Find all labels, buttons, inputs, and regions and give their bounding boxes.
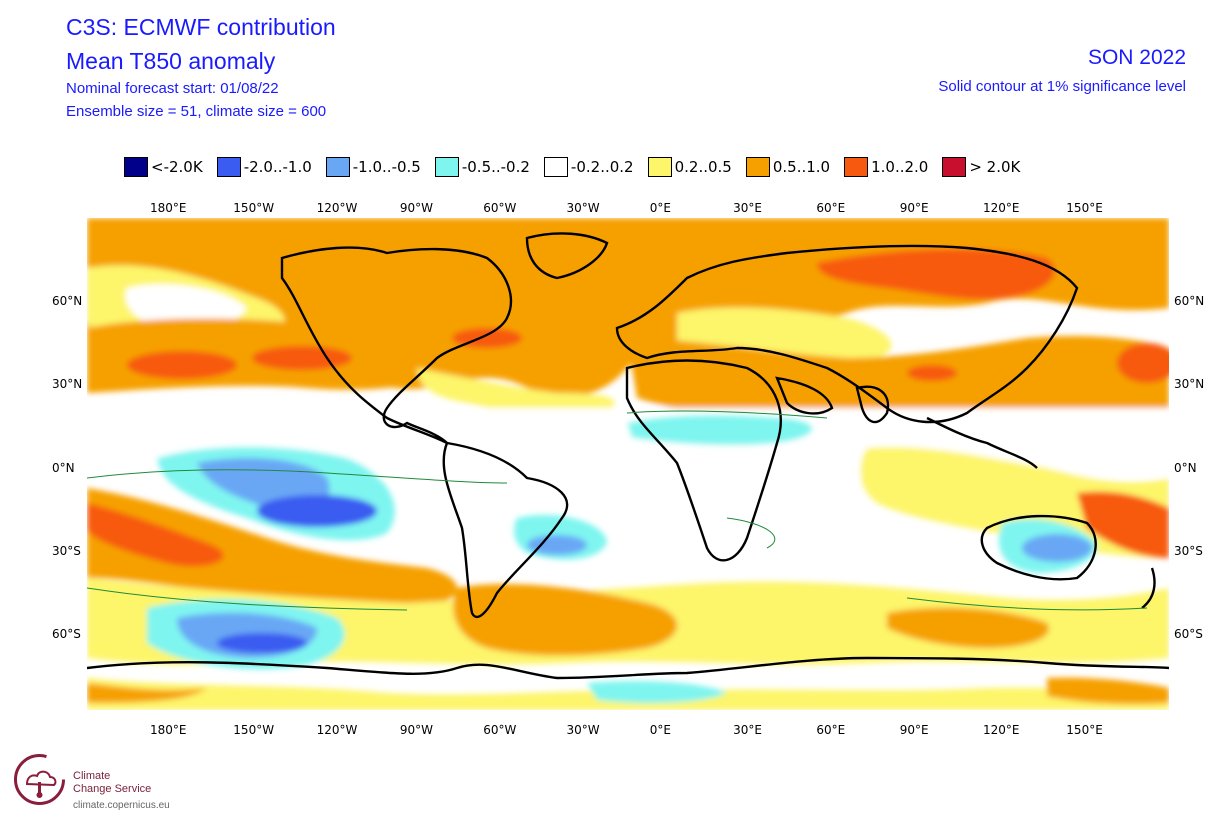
longitude-label: 150°E <box>1066 723 1103 737</box>
significance-note: Solid contour at 1% significance level <box>938 78 1186 95</box>
latitude-label: 30°S <box>52 543 81 558</box>
longitude-label: 30°W <box>566 723 600 737</box>
latitude-label: 60°S <box>1174 627 1203 642</box>
logo-url: climate.copernicus.eu <box>73 800 170 811</box>
longitude-label: 120°W <box>316 723 358 737</box>
season-label: SON 2022 <box>1087 46 1186 69</box>
legend-swatch <box>942 157 967 177</box>
longitude-label: 150°E <box>1066 201 1103 215</box>
anomaly-map <box>87 218 1169 710</box>
legend-item: 0.5..1.0 <box>745 157 831 177</box>
longitude-label: 90°E <box>899 201 929 215</box>
legend-label: -0.5..-0.2 <box>461 158 530 176</box>
coastlines <box>87 232 1169 680</box>
latitude-label: 30°S <box>1174 543 1203 558</box>
longitude-label: 30°E <box>733 201 762 215</box>
latitude-label: 60°N <box>52 294 83 308</box>
color-legend: <-2.0K -2.0..-1.0 -1.0..-0.5 -0.5..-0.2 -0.2… <box>124 157 1034 177</box>
legend-label: -2.0..-1.0 <box>243 158 312 176</box>
latitude-label: 30°N <box>52 377 83 392</box>
longitude-label: 60°W <box>483 723 517 737</box>
latitude-label: 60°S <box>52 627 81 642</box>
logo-line2: Change Service <box>73 783 152 795</box>
legend-label: -1.0..-0.5 <box>352 158 421 176</box>
legend-swatch <box>434 157 459 177</box>
forecast-start-label: Nominal forecast start: 01/08/22 <box>66 80 279 97</box>
legend-item: > 2.0K <box>942 157 1020 177</box>
legend-swatch <box>216 157 241 177</box>
longitude-label: 90°W <box>399 723 434 737</box>
logo-line1: Climate <box>73 770 111 782</box>
legend-item: -0.5..-0.2 <box>434 157 530 177</box>
legend-item: -1.0..-0.5 <box>325 157 421 177</box>
longitude-label: 150°W <box>233 201 275 215</box>
latitude-label: 60°N <box>1174 294 1205 308</box>
longitude-label: 120°W <box>316 201 358 215</box>
longitude-label: 60°E <box>816 201 846 215</box>
logo-text: Climate Change Service <box>73 770 151 796</box>
legend-swatch <box>647 157 672 177</box>
legend-swatch <box>325 157 350 177</box>
longitude-label: 120°E <box>983 201 1020 215</box>
copernicus-logo <box>14 754 65 805</box>
longitude-label: 60°W <box>483 201 517 215</box>
longitude-label: 0°E <box>649 201 672 215</box>
longitude-label: 30°E <box>733 723 762 737</box>
legend-swatch <box>844 157 869 177</box>
anomaly-map-svg <box>87 218 1169 710</box>
latitude-label: 30°N <box>1174 377 1205 392</box>
longitude-label: 0°E <box>649 723 672 737</box>
legend-label: 0.5..1.0 <box>772 158 831 176</box>
longitude-label: 180°E <box>150 723 187 737</box>
longitude-label: 90°W <box>399 201 434 215</box>
legend-item: <-2.0K <box>124 157 203 177</box>
ensemble-size-label: Ensemble size = 51, climate size = 600 <box>66 103 327 120</box>
legend-item: 1.0..2.0 <box>844 157 928 177</box>
legend-swatch <box>745 157 770 177</box>
longitude-label: 30°W <box>566 201 600 215</box>
latitude-label: 0°N <box>1174 460 1197 475</box>
legend-item: 0.2..0.5 <box>647 157 732 177</box>
map-variable-title: Mean T850 anomaly <box>66 48 276 74</box>
legend-label: > 2.0K <box>969 158 1021 176</box>
map-title: C3S: ECMWF contribution <box>66 14 336 40</box>
significance-contours <box>87 410 1148 611</box>
legend-label: 1.0..2.0 <box>871 158 929 176</box>
longitude-label: 120°E <box>983 723 1020 737</box>
longitude-label: 180°E <box>150 201 187 215</box>
latitude-label: 0°N <box>52 460 75 475</box>
legend-item: -0.2..0.2 <box>543 157 634 177</box>
longitude-label: 150°W <box>233 723 275 737</box>
longitude-label: 90°E <box>899 723 929 737</box>
legend-swatch <box>124 157 148 177</box>
legend-swatch <box>543 157 568 177</box>
legend-item: -2.0..-1.0 <box>216 157 312 177</box>
legend-label: -0.2..0.2 <box>570 158 634 176</box>
legend-label: <-2.0K <box>151 158 203 176</box>
legend-label: 0.2..0.5 <box>674 158 732 176</box>
longitude-label: 60°E <box>816 723 846 737</box>
